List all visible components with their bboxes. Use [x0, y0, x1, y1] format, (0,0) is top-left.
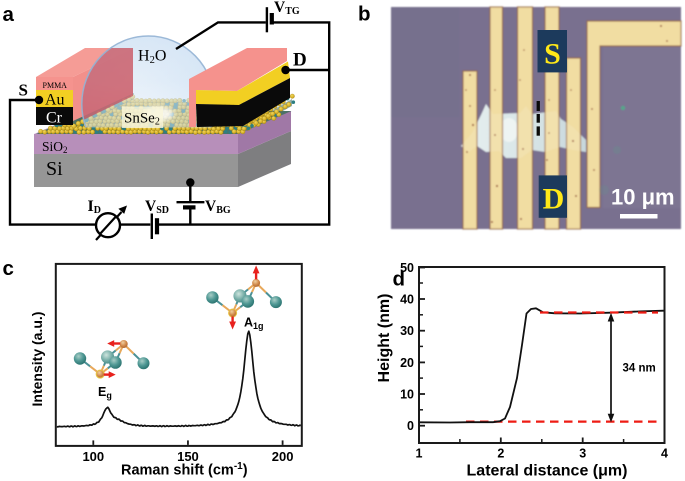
svg-text:100: 100 [82, 449, 104, 464]
svg-text:Lateral distance (μm): Lateral distance (μm) [467, 462, 628, 479]
svg-text:b: b [358, 3, 371, 26]
svg-text:A1g: A1g [244, 316, 264, 332]
svg-text:Eg: Eg [98, 385, 112, 401]
svg-text:D: D [543, 183, 565, 216]
svg-text:PMMA: PMMA [43, 81, 68, 90]
svg-text:ID: ID [88, 198, 101, 216]
svg-text:34 nm: 34 nm [623, 363, 656, 375]
svg-text:10: 10 [400, 387, 414, 401]
svg-text:VBG: VBG [205, 198, 231, 216]
svg-text:S: S [19, 81, 28, 100]
svg-text:c: c [3, 257, 14, 280]
svg-text:Si: Si [46, 158, 63, 180]
svg-text:VSD: VSD [145, 198, 169, 216]
svg-text:30: 30 [400, 324, 414, 338]
svg-text:S: S [544, 38, 561, 71]
svg-text:H2O: H2O [138, 48, 166, 67]
svg-text:Cr: Cr [46, 110, 63, 127]
svg-text:50: 50 [400, 261, 414, 275]
svg-text:2: 2 [497, 447, 504, 461]
svg-text:Au: Au [45, 91, 65, 108]
svg-text:Raman shift (cm-1): Raman shift (cm-1) [121, 461, 248, 479]
svg-text:150: 150 [177, 449, 199, 464]
svg-text:d: d [393, 268, 406, 291]
svg-text:VTG: VTG [274, 0, 300, 17]
svg-text:1: 1 [416, 447, 423, 461]
svg-text:40: 40 [400, 292, 414, 306]
svg-text:20: 20 [400, 356, 414, 370]
svg-text:Height (nm): Height (nm) [376, 294, 393, 383]
svg-text:SiO2: SiO2 [42, 139, 68, 155]
svg-text:a: a [3, 3, 15, 26]
svg-text:Intensity (a.u.): Intensity (a.u.) [29, 312, 45, 407]
svg-text:4: 4 [661, 447, 668, 461]
svg-text:0: 0 [407, 419, 414, 433]
svg-text:200: 200 [272, 449, 294, 464]
svg-text:SnSe2: SnSe2 [124, 111, 160, 128]
svg-text:10 μm: 10 μm [611, 185, 675, 210]
svg-text:D: D [293, 50, 307, 71]
svg-text:3: 3 [579, 447, 586, 461]
